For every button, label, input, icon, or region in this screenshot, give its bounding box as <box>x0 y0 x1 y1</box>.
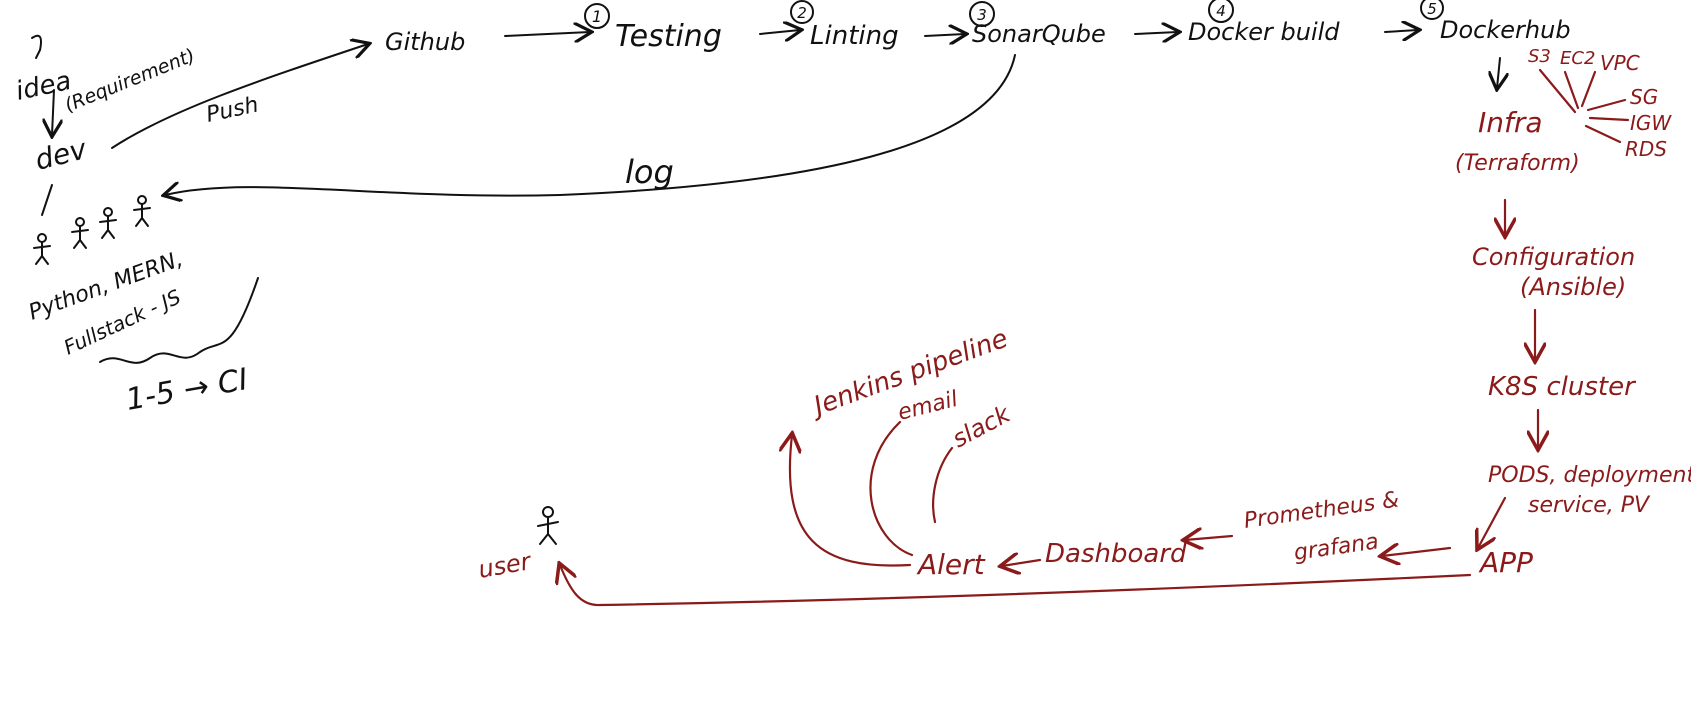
stage-4-label: Docker build <box>1188 18 1340 46</box>
curl-stroke <box>31 34 42 59</box>
requirement-label: (Requirement) <box>62 44 198 116</box>
github-label: Github <box>385 28 465 56</box>
stage-5-circle <box>1420 0 1444 20</box>
stage-1-label: Testing <box>615 19 722 54</box>
infra-label: Infra <box>1478 106 1543 139</box>
sonar-to-docker-arrow <box>1134 32 1178 34</box>
log-feedback-arrow <box>165 54 1016 196</box>
push-arrow <box>111 44 368 149</box>
stage-2-number: 2 <box>797 4 807 22</box>
stage-4-number: 4 <box>1216 2 1226 20</box>
testing-to-linting-arrow <box>759 30 800 34</box>
infra-sg: SG <box>1630 85 1658 109</box>
alert-label: Alert <box>916 548 986 581</box>
stage-5-number: 5 <box>1427 0 1437 18</box>
hub-to-infra-arrow <box>1497 57 1500 88</box>
pods-to-app-arrow <box>1478 496 1507 548</box>
prometheus-to-dashboard-arrow <box>1185 536 1234 540</box>
user-figure <box>537 506 559 545</box>
k8s-label: K8S cluster <box>1488 372 1637 402</box>
dev-team-figures <box>33 195 151 265</box>
email-label: email <box>895 387 960 426</box>
stage-3-number: 3 <box>977 6 987 24</box>
stage-3-label: SonarQube <box>972 20 1106 48</box>
infra-ec2: EC2 <box>1560 48 1595 69</box>
infra-s3: S3 <box>1528 46 1551 67</box>
infra-vpc: VPC <box>1600 51 1640 75</box>
app-to-prometheus-arrow <box>1382 548 1452 556</box>
stage-1-circle <box>584 3 610 29</box>
dev-to-team-stroke <box>41 184 53 216</box>
stage-2-label: Linting <box>810 21 899 51</box>
infra-igw: IGW <box>1630 111 1672 135</box>
alert-to-email-curve <box>869 420 914 557</box>
ansible-label: (Ansible) <box>1520 273 1626 301</box>
stage-5-label: Dockerhub <box>1440 16 1571 44</box>
infra-resource-strokes <box>1538 68 1630 144</box>
terraform-label: (Terraform) <box>1455 151 1580 176</box>
github-to-testing-arrow <box>504 32 590 36</box>
stage-4-circle <box>1208 0 1234 23</box>
squiggle-divider <box>99 277 259 364</box>
prometheus-label: Prometheus & <box>1242 487 1400 534</box>
alert-to-jenkins-curve <box>790 435 912 567</box>
linting-to-sonar-arrow <box>924 34 965 36</box>
app-to-user-arrow <box>560 565 1472 607</box>
dashboard-label: Dashboard <box>1045 539 1187 569</box>
ci-range-label: 1-5 → CI <box>123 362 250 418</box>
stage-3-circle <box>969 1 995 27</box>
alert-to-slack-curve <box>932 446 954 524</box>
stage-2-circle <box>790 0 814 24</box>
grafana-label: grafana <box>1292 529 1380 566</box>
user-label: user <box>476 547 535 584</box>
infra-rds: RDS <box>1625 137 1667 161</box>
stage-1-number: 1 <box>592 7 602 26</box>
dev-label: dev <box>32 132 90 177</box>
k8s-objects-label: PODS, deployment, <box>1488 463 1691 488</box>
dashboard-to-alert-arrow <box>1002 560 1042 566</box>
configuration-label: Configuration <box>1472 243 1635 271</box>
log-label: log <box>625 153 674 191</box>
idea-to-dev-arrow <box>52 89 54 135</box>
docker-to-hub-arrow <box>1384 30 1418 32</box>
app-label: APP <box>1478 546 1533 579</box>
k8s-objects2-label: service, PV <box>1528 493 1651 518</box>
